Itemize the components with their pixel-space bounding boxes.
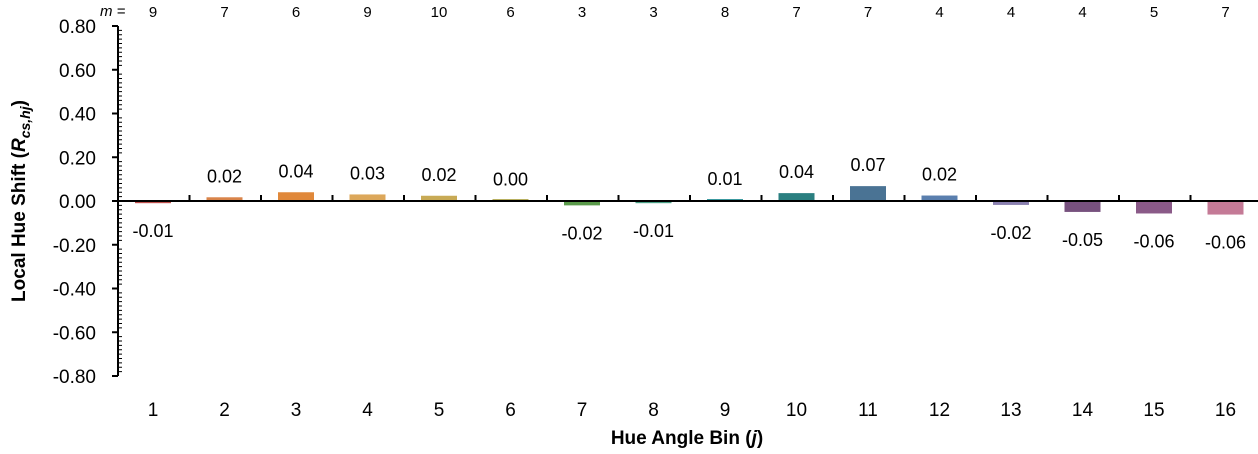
y-ticks	[112, 25, 122, 377]
x-tick-label: 15	[1143, 400, 1164, 421]
x-tick-labels: 1 2 3 4 5 6 7 8 9 10 11 12 13 14 15 16	[148, 400, 1236, 421]
y-tick-label: 0.20	[59, 148, 96, 169]
x-ticks	[117, 195, 1192, 201]
bar	[635, 201, 672, 204]
y-tick-label: -0.40	[53, 280, 96, 301]
data-label: 0.02	[421, 165, 456, 185]
bar	[564, 201, 600, 206]
data-label: 0.04	[779, 162, 814, 182]
m-count: 9	[363, 4, 371, 21]
bar	[1136, 201, 1172, 214]
m-count: 8	[721, 4, 729, 21]
x-tick-label: 16	[1215, 400, 1236, 421]
m-count: 4	[1078, 4, 1086, 21]
bar	[850, 186, 886, 201]
data-label: -0.02	[990, 223, 1031, 243]
x-axis-title: Hue Angle Bin (j)	[611, 428, 763, 449]
y-tick-labels: 0.80 0.60 0.40 0.20 0.00 -0.20 -0.40 -0.60 -0.80	[53, 17, 96, 388]
y-tick-label: 0.80	[59, 17, 96, 38]
m-count: 7	[1221, 4, 1229, 21]
x-tick-label: 9	[720, 400, 731, 421]
bar	[278, 192, 314, 201]
bar	[993, 201, 1029, 205]
bar	[921, 195, 958, 201]
x-tick-label: 5	[434, 400, 445, 421]
bar	[778, 193, 815, 201]
data-label: -0.06	[1205, 233, 1246, 253]
data-label: -0.05	[1062, 230, 1103, 250]
y-tick-label: 0.60	[59, 61, 96, 82]
x-tick-label: 10	[786, 400, 807, 421]
bar	[349, 194, 386, 201]
data-label: -0.02	[561, 223, 602, 243]
y-tick-label: -0.80	[53, 367, 96, 388]
m-count: 6	[506, 4, 514, 21]
x-tick-label: 13	[1000, 400, 1021, 421]
m-count: 3	[578, 4, 586, 21]
m-count: 7	[220, 4, 228, 21]
x-tick-label: 1	[148, 400, 159, 421]
m-count: 4	[1007, 4, 1015, 21]
data-label: 0.07	[850, 155, 885, 175]
x-tick-label: 2	[219, 400, 230, 421]
x-tick-label: 4	[362, 400, 373, 421]
y-axis-title: Local Hue Shift (Rcs,hj)	[9, 100, 33, 302]
m-counts-row: m = 9 7 6 9 10 6 3 3 8 7 7 4 4 4 5 7	[100, 3, 1230, 21]
m-count: 6	[292, 4, 300, 21]
y-tick-label: -0.20	[53, 236, 96, 257]
x-tick-label: 11	[858, 400, 878, 421]
m-count: 4	[935, 4, 943, 21]
data-label: 0.03	[350, 163, 385, 183]
bar	[1064, 201, 1101, 212]
m-count: 10	[431, 4, 448, 21]
x-tick-label: 3	[291, 400, 302, 421]
data-label: -0.06	[1133, 231, 1174, 251]
data-label: 0.00	[493, 170, 528, 190]
x-tick-label: 14	[1072, 400, 1094, 421]
x-tick-label: 12	[929, 400, 950, 421]
data-label: 0.02	[207, 166, 242, 186]
m-count: 9	[149, 4, 157, 21]
m-count: 5	[1150, 4, 1158, 21]
y-tick-label: 0.00	[59, 192, 96, 213]
y-tick-label: 0.40	[59, 105, 96, 126]
bar	[421, 195, 457, 201]
y-tick-label: -0.60	[53, 323, 96, 344]
data-label: 0.04	[278, 161, 313, 181]
bar	[1207, 201, 1244, 215]
bars	[135, 186, 1244, 215]
m-count: 3	[649, 4, 657, 21]
data-label: 0.02	[922, 165, 957, 185]
data-label: -0.01	[633, 221, 674, 241]
x-tick-label: 7	[577, 400, 588, 421]
data-label: 0.01	[707, 169, 742, 189]
m-prefix: m =	[100, 3, 126, 20]
data-labels: -0.01 0.02 0.04 0.03 0.02 0.00 -0.02 -0.01 0.01 0…	[132, 155, 1246, 252]
bar	[206, 197, 243, 201]
m-count: 7	[792, 4, 800, 21]
m-count: 7	[864, 4, 872, 21]
x-tick-label: 6	[505, 400, 516, 421]
data-label: -0.01	[132, 221, 173, 241]
x-tick-label: 8	[648, 400, 659, 421]
bar	[135, 201, 171, 204]
